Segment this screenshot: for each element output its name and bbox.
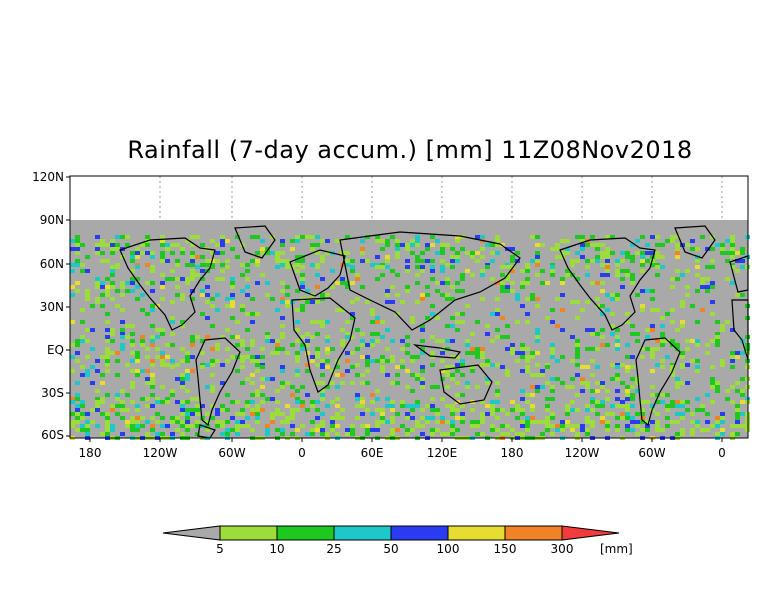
colorbar-arrow-high [561, 525, 620, 541]
colorbar-swatch [276, 525, 335, 541]
y-tick-label: 90N [39, 213, 64, 227]
rain-bands [70, 235, 750, 440]
colorbar-level-label: 100 [436, 542, 460, 556]
colorbar-level-label: 150 [493, 542, 517, 556]
colorbar-level-label: 50 [383, 542, 399, 556]
colorbar-arrow-low [162, 525, 221, 541]
colorbar-swatch [333, 525, 392, 541]
x-tick-label: 60E [360, 446, 384, 460]
y-tick-label: 60N [39, 257, 64, 271]
x-tick-label: 0 [298, 446, 306, 460]
y-tick-label: 120N [32, 170, 64, 184]
colorbar-level-label: 10 [269, 542, 285, 556]
colorbar-swatch [219, 525, 278, 541]
x-tick-label: 0 [718, 446, 726, 460]
y-tick-label: 30S [41, 386, 64, 400]
colorbar-level-label: 5 [216, 542, 224, 556]
x-tick-label: 180 [500, 446, 524, 460]
tick-marks [66, 176, 723, 442]
map-title: Rainfall (7-day accum.) [mm] 11Z08Nov201… [127, 136, 693, 164]
colorbar-swatch [504, 525, 563, 541]
y-tick-label: 30N [39, 300, 64, 314]
y-tick-label: 60S [41, 428, 64, 442]
colorbar-swatch [447, 525, 506, 541]
x-tick-label: 120W [564, 446, 600, 460]
x-tick-label: 60W [218, 446, 246, 460]
x-tick-label: 180 [78, 446, 102, 460]
colorbar-swatches [162, 525, 620, 541]
x-tick-label: 120E [426, 446, 458, 460]
colorbar-level-label: 25 [326, 542, 342, 556]
x-tick-label: 120W [142, 446, 178, 460]
colorbar-level-label: 300 [550, 542, 574, 556]
colorbar-swatch [390, 525, 449, 541]
y-tick-label: EQ [46, 343, 64, 357]
x-tick-label: 60W [638, 446, 666, 460]
colorbar-unit: [mm] [600, 542, 633, 556]
